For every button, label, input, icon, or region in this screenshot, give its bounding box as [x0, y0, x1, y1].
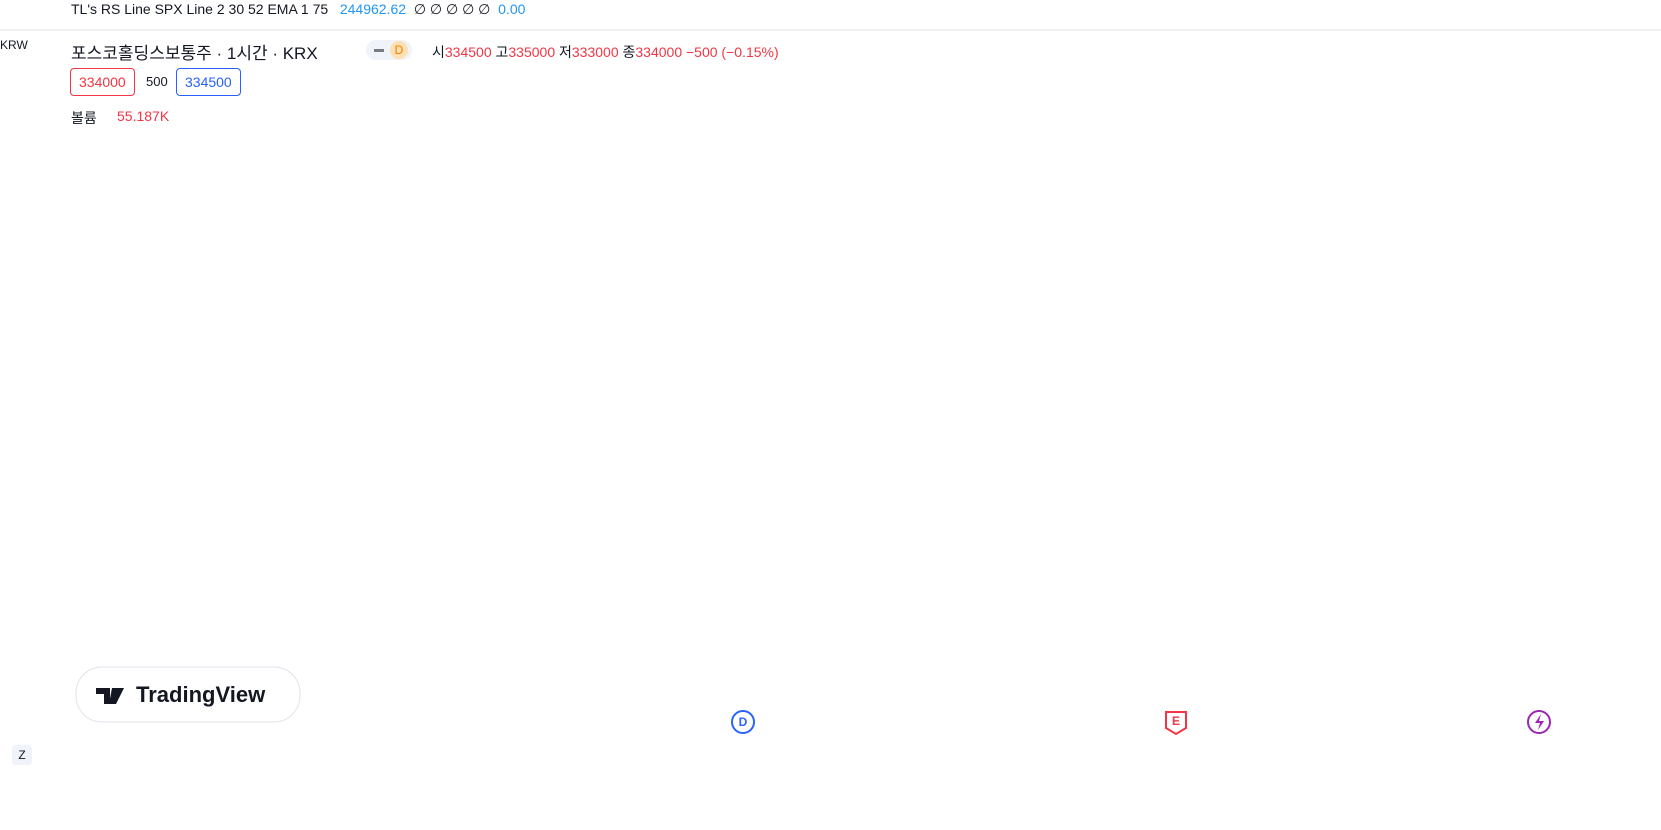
buy-button[interactable]: 334500	[176, 68, 241, 96]
watermark-text: TradingView	[136, 682, 266, 707]
watermark: TradingView	[75, 666, 301, 723]
ohlc-legend: 시334500 고335000 저333000 종334000 −500 (−0…	[432, 42, 779, 62]
low-value: 333000	[571, 44, 619, 60]
high-value: 335000	[508, 44, 556, 60]
close-label: 종	[622, 44, 636, 60]
status-badge: D	[390, 41, 408, 59]
low-label: 저	[559, 44, 572, 60]
currency[interactable]: KRW	[0, 38, 28, 52]
open-value: 334500	[444, 44, 492, 60]
event-badges: D E	[731, 710, 1551, 736]
open-label: 시	[432, 44, 445, 60]
change: −500 (−0.15%)	[686, 44, 779, 60]
spread: 500	[146, 74, 168, 89]
status-dash	[374, 49, 384, 52]
timezone-box[interactable]	[12, 745, 32, 765]
symbol-title[interactable]: 포스코홀딩스보통주 · 1시간 · KRX	[71, 44, 318, 63]
indicator-legend: TL's RS Line SPX Line 2 30 52 EMA 1 75 2…	[71, 0, 525, 18]
volume-legend-label: 볼륨	[71, 110, 97, 126]
indicator-value: 244962.62	[339, 1, 407, 17]
news-icon	[1535, 714, 1544, 730]
status-pill[interactable]: D	[366, 40, 412, 60]
dividend-badge-text: D	[739, 715, 748, 729]
watermark-box	[75, 666, 301, 723]
earnings-badge[interactable]	[1165, 711, 1187, 736]
volume-legend-value: 55.187K	[117, 108, 170, 124]
high-label: 고	[495, 44, 509, 60]
timezone: Z	[18, 748, 25, 762]
earnings-badge-text: E	[1172, 714, 1180, 728]
indicator-name[interactable]: TL's RS Line SPX Line 2 30 52 EMA 1 75	[71, 1, 329, 17]
indicator-last: 0.00	[498, 1, 526, 17]
dividend-badge[interactable]	[731, 710, 755, 734]
close-value: 334000	[635, 44, 683, 60]
sell-button[interactable]: 334000	[70, 68, 135, 96]
indicator-nulls: ∅ ∅ ∅ ∅ ∅	[413, 1, 491, 17]
watermark-logo	[96, 688, 124, 704]
